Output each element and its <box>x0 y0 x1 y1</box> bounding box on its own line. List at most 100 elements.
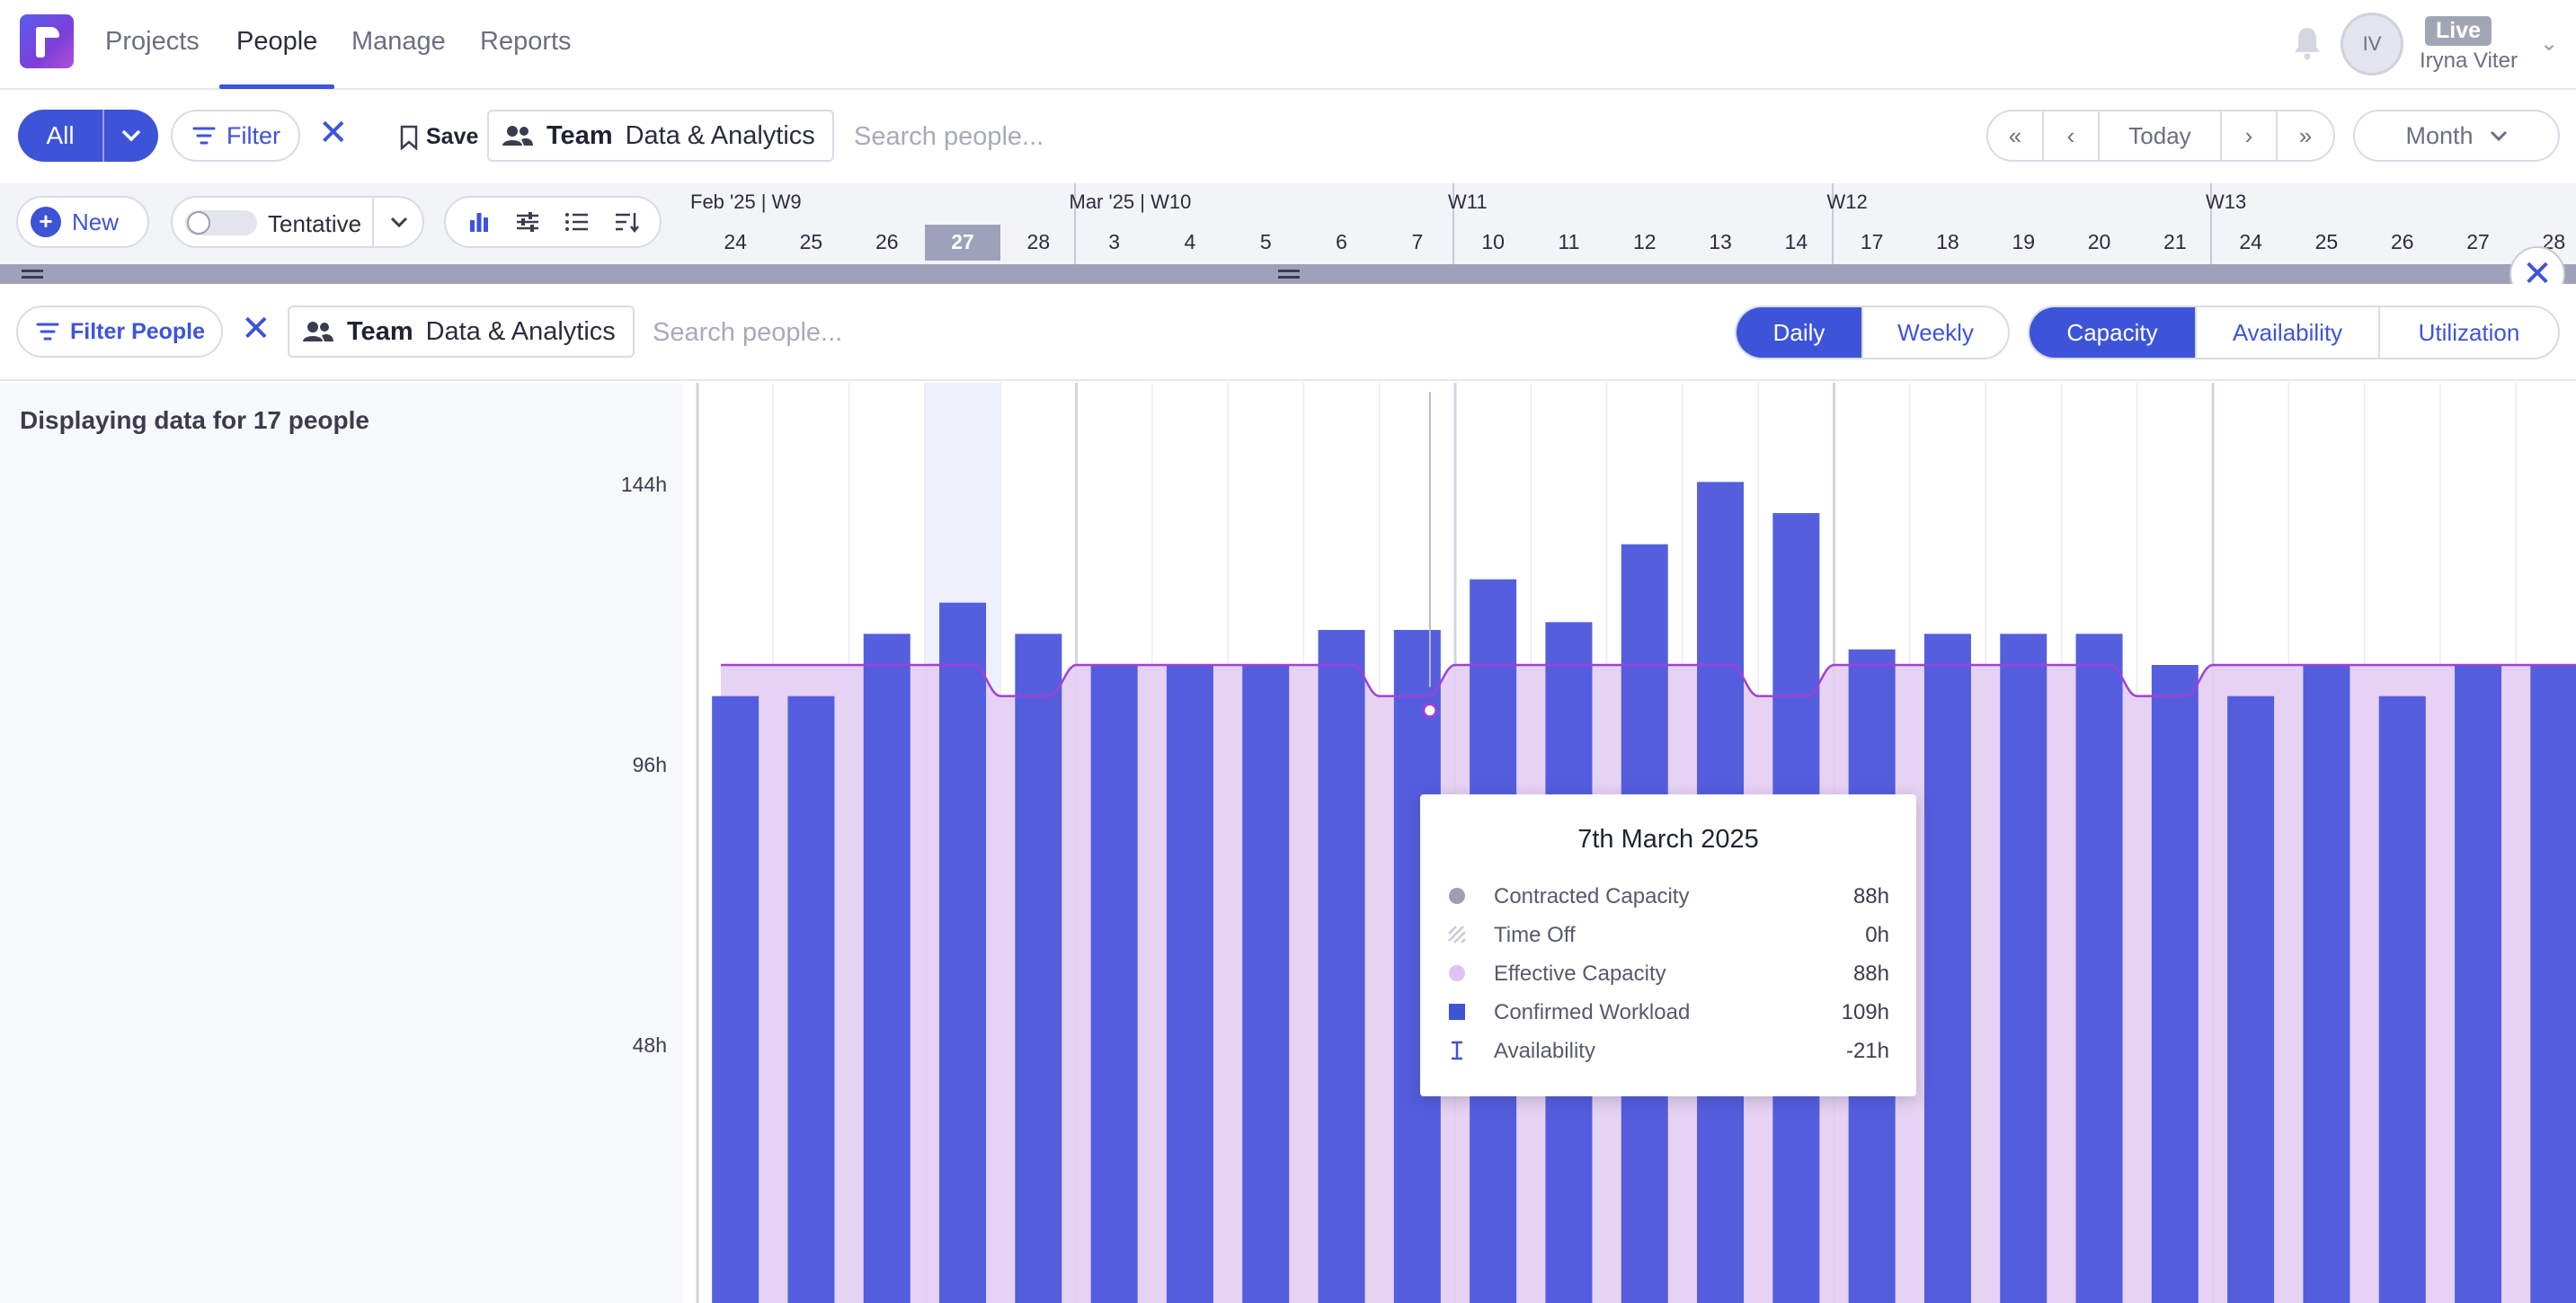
workload-bar <box>1242 665 1290 1303</box>
daily-option[interactable]: Daily <box>1737 307 1864 358</box>
chart-tooltip: 7th March 2025 Contracted Capacity 88h T… <box>1420 794 1916 1096</box>
filter-label: Filter <box>227 121 280 149</box>
granularity-toggle: Daily Weekly <box>1735 306 2010 359</box>
bookmark-icon <box>400 125 418 150</box>
day-label[interactable]: 28 <box>1026 230 1051 253</box>
day-label[interactable]: 19 <box>2012 230 2036 253</box>
avatar-initials: IV <box>2362 32 2382 55</box>
nav-tab-people[interactable]: People <box>236 27 318 56</box>
i-beam-icon <box>1452 1041 1462 1060</box>
capacity-option[interactable]: Capacity <box>2030 307 2197 358</box>
panel-team-filter-chip[interactable]: Team Data & Analytics <box>288 306 635 358</box>
nav-tab-manage[interactable]: Manage <box>351 27 446 56</box>
day-label[interactable]: 7 <box>1411 230 1424 253</box>
filter-button[interactable]: Filter <box>171 110 300 162</box>
week-label: Mar '25 | W10 <box>1069 191 1192 213</box>
clear-people-filter-icon[interactable]: ✕ <box>241 309 271 349</box>
nav-tab-projects[interactable]: Projects <box>105 27 200 56</box>
availability-option[interactable]: Availability <box>2197 307 2380 358</box>
tooltip-value: 109h <box>1841 1000 1889 1024</box>
day-label[interactable]: 27 <box>2466 230 2490 253</box>
clear-filter-icon[interactable]: ✕ <box>318 113 349 153</box>
all-button[interactable]: All <box>18 110 104 162</box>
tentative-control: Tentative <box>171 196 424 248</box>
panel-resize-bar[interactable] <box>0 264 2576 284</box>
day-label[interactable]: 13 <box>1709 230 1732 253</box>
day-label[interactable]: 17 <box>1860 230 1884 253</box>
tooltip-value: 88h <box>1852 962 1889 986</box>
team-filter-chip[interactable]: Team Data & Analytics <box>487 110 834 162</box>
bar-chart-icon[interactable] <box>467 210 491 234</box>
day-label[interactable]: 3 <box>1108 230 1121 253</box>
day-label[interactable]: 21 <box>2163 230 2187 253</box>
drag-handle-icon[interactable] <box>1278 270 1300 279</box>
all-view-selector[interactable]: All <box>18 110 158 162</box>
capacity-chart <box>696 383 2576 1303</box>
workload-bar <box>2530 665 2576 1303</box>
day-label[interactable]: 5 <box>1259 230 1272 253</box>
chevron-down-icon[interactable]: ⌄ <box>2540 31 2559 56</box>
day-label[interactable]: 6 <box>1336 230 1347 253</box>
team-label: Team <box>347 316 413 346</box>
nav-tab-reports[interactable]: Reports <box>480 27 572 56</box>
workload-bar <box>2000 634 2047 1303</box>
day-label[interactable]: 25 <box>2314 230 2339 253</box>
day-label[interactable]: 18 <box>1936 230 1959 253</box>
people-search-input[interactable]: Search people... <box>653 318 843 347</box>
drag-handle-icon[interactable] <box>22 270 43 279</box>
day-label[interactable]: 26 <box>2390 230 2414 253</box>
workload-bar <box>2378 696 2426 1303</box>
search-input[interactable]: Search people... <box>854 122 1044 151</box>
day-label[interactable]: 20 <box>2087 230 2111 253</box>
save-view-button[interactable]: Save <box>399 124 478 150</box>
day-label[interactable]: 10 <box>1481 230 1505 253</box>
bell-icon[interactable] <box>2292 25 2323 61</box>
today-button[interactable]: Today <box>2100 111 2222 160</box>
day-label[interactable]: 11 <box>1558 230 1580 253</box>
chevron-down-icon[interactable] <box>372 198 424 246</box>
app-logo[interactable] <box>20 14 74 68</box>
tooltip-row: Confirmed Workload 109h <box>1447 993 1889 1029</box>
new-button[interactable]: + New <box>16 196 149 248</box>
day-label[interactable]: 4 <box>1184 230 1196 253</box>
week-separator <box>1073 183 1076 264</box>
sliders-icon[interactable] <box>515 210 540 234</box>
active-tab-indicator <box>219 84 334 89</box>
blue-square-icon <box>1449 1004 1465 1020</box>
previous-icon[interactable]: ‹ <box>2044 111 2100 160</box>
jump-forward-icon[interactable]: » <box>2298 121 2313 149</box>
tooltip-value: 0h <box>1865 923 1889 947</box>
weekly-option[interactable]: Weekly <box>1897 318 1974 346</box>
day-label[interactable]: 24 <box>724 230 747 253</box>
day-label[interactable]: 25 <box>799 230 823 253</box>
y-tick-label: 48h <box>632 1033 667 1057</box>
period-selector[interactable]: Month <box>2353 110 2560 162</box>
timeline-header: Feb '25 | W9 Mar '25 | W10 W11 W12 W13 24 25 26… <box>683 183 2576 264</box>
week-label: Feb '25 | W9 <box>690 191 802 213</box>
tooltip-row: Time Off 0h <box>1447 916 1889 952</box>
day-label[interactable]: 26 <box>875 230 899 253</box>
workload-bar <box>1090 665 1138 1303</box>
save-label: Save <box>426 124 479 149</box>
user-name[interactable]: Iryna Viter <box>2420 49 2518 73</box>
avatar[interactable]: IV <box>2341 13 2403 75</box>
sort-icon[interactable] <box>614 210 639 234</box>
day-label[interactable]: 24 <box>2239 230 2262 253</box>
utilization-option[interactable]: Utilization <box>2418 318 2520 346</box>
jump-back-icon[interactable]: « <box>1988 111 2044 160</box>
chevron-down-icon[interactable] <box>104 124 158 147</box>
day-label[interactable]: 14 <box>1784 230 1808 253</box>
people-icon <box>502 126 533 146</box>
day-label[interactable]: 27 <box>951 230 974 253</box>
live-badge: Live <box>2425 16 2492 46</box>
next-icon[interactable]: › <box>2222 111 2278 160</box>
filter-icon <box>192 127 216 145</box>
chevron-down-icon <box>2490 130 2507 141</box>
day-label[interactable]: 12 <box>1632 230 1657 253</box>
list-icon[interactable] <box>564 210 590 234</box>
week-label: W13 <box>2206 191 2247 213</box>
tooltip-label: Effective Capacity <box>1494 962 1666 986</box>
filter-people-button[interactable]: Filter People <box>16 306 223 358</box>
tentative-toggle[interactable] <box>185 210 257 235</box>
team-label: Team <box>546 120 613 150</box>
